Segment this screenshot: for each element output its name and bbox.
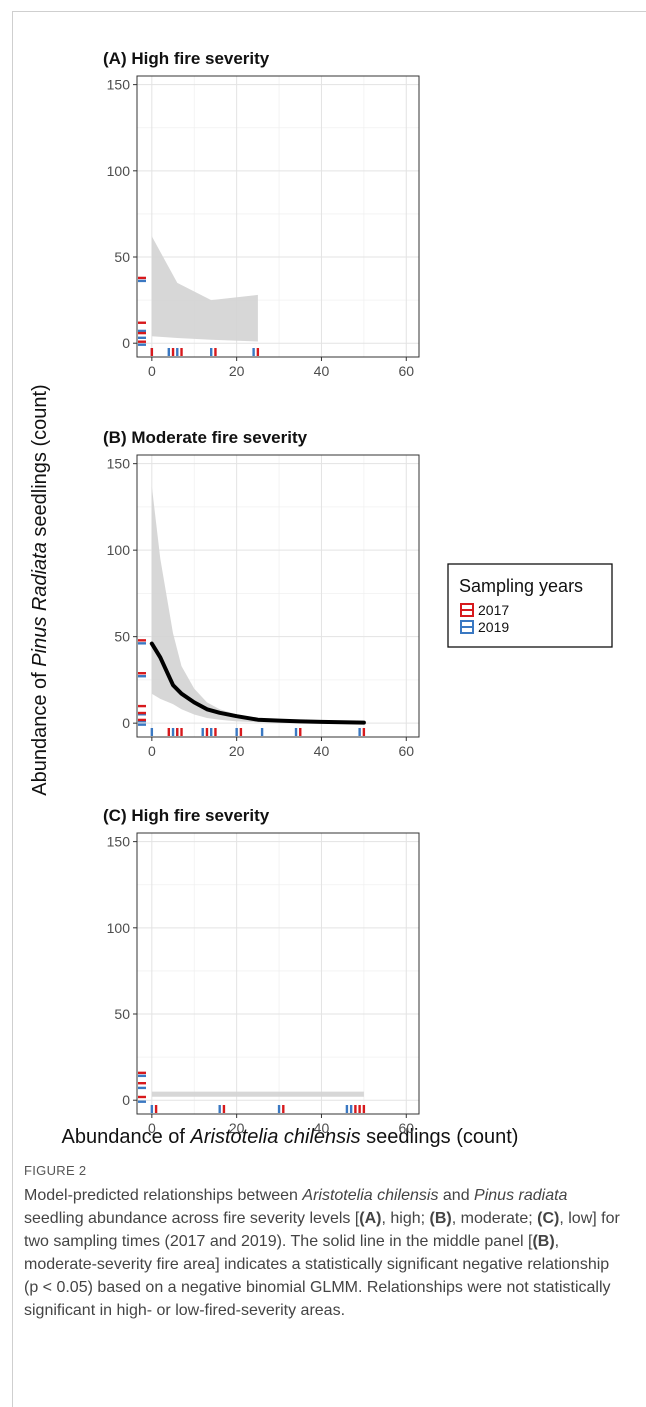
panel-b: (B) Moderate fire severity 0 50 100 150 0 20 40… — [103, 428, 420, 759]
caption-part: , moderate-severity fire area] indicates… — [24, 1233, 611, 1319]
caption-part: (C) — [537, 1210, 560, 1227]
plot-area — [137, 833, 419, 1114]
y-tick-label: 100 — [107, 920, 131, 936]
label-part: Abundance of — [62, 1126, 191, 1148]
y-tick-label: 150 — [107, 834, 131, 850]
caption-part: , low] for two sampling times (2017 and … — [24, 1210, 620, 1250]
legend-item-2019: 2019 — [460, 619, 509, 635]
label-part: Abundance of — [29, 667, 51, 796]
panel-title: (C) High fire severity — [103, 806, 270, 825]
x-tick-label: 60 — [398, 363, 414, 379]
x-tick-label: 20 — [229, 743, 245, 759]
x-tick-label: 40 — [314, 1120, 330, 1136]
y-tick-label: 0 — [122, 335, 130, 351]
panel-border — [136, 454, 420, 738]
y-tick-label: 100 — [107, 163, 131, 179]
legend-label: 2019 — [478, 619, 509, 635]
legend-item-2017: 2017 — [460, 602, 509, 618]
label-part: seedlings (count) — [361, 1126, 519, 1148]
y-tick-label: 150 — [107, 77, 131, 93]
confidence-band — [151, 486, 364, 724]
label-part: seedlings (count) — [29, 384, 51, 542]
caption-part: (A) — [359, 1210, 382, 1227]
y-tick-label: 100 — [107, 542, 131, 558]
x-axis-label: Abundance of Aristotelia chilensis seedl… — [62, 1126, 519, 1148]
x-tick-label: 0 — [148, 743, 156, 759]
y-axis-label: Abundance of Pinus Radiata seedlings (co… — [29, 384, 51, 795]
caption-text: Model-predicted relationships between Ar… — [24, 1184, 624, 1322]
caption-part: Pinus radiata — [474, 1187, 568, 1204]
confidence-band — [151, 1091, 364, 1097]
figure-caption: FIGURE 2 Model-predicted relationships b… — [24, 1163, 624, 1322]
x-tick-label: 20 — [229, 1120, 245, 1136]
legend-title: Sampling years — [459, 576, 583, 596]
panel-border — [136, 832, 420, 1115]
caption-part: , moderate; — [451, 1210, 538, 1227]
confidence-band — [151, 236, 258, 342]
frame-top-border — [12, 11, 646, 12]
y-tick-label: 150 — [107, 456, 131, 472]
panel-border — [136, 75, 420, 358]
caption-label: FIGURE 2 — [24, 1163, 87, 1178]
caption-part: (B) — [532, 1233, 555, 1250]
panel-a: (A) High fire severity 0 50 100 150 0 20 40 60 — [103, 49, 420, 379]
fit-line — [149, 641, 366, 725]
legend-label: 2017 — [478, 602, 509, 618]
x-tick-label: 60 — [398, 1120, 414, 1136]
x-tick-label: 60 — [398, 743, 414, 759]
x-tick-label: 20 — [229, 363, 245, 379]
caption-part: and — [438, 1187, 475, 1204]
y-tick-label: 50 — [114, 629, 130, 645]
y-tick-label: 0 — [122, 715, 130, 731]
legend-box — [447, 563, 613, 648]
figure-plot: Abundance of Pinus Radiata seedlings (co… — [29, 49, 613, 1148]
y-tick-label: 0 — [122, 1092, 130, 1108]
caption-part: Aristotelia chilensis — [302, 1187, 439, 1204]
x-tick-label: 0 — [148, 1120, 156, 1136]
caption-part: (B) — [429, 1210, 452, 1227]
panel-title: (B) Moderate fire severity — [103, 428, 308, 447]
panel-title: (A) High fire severity — [103, 49, 270, 68]
caption-part: , high; — [381, 1210, 430, 1227]
label-part: Pinus Radiata — [29, 542, 51, 667]
x-tick-label: 0 — [148, 363, 156, 379]
frame-left-border — [12, 11, 13, 1407]
label-part: Aristotelia chilensis — [190, 1126, 361, 1148]
panel-c: (C) High fire severity 0 50 100 150 0 20 40 60 — [103, 806, 420, 1136]
x-tick-label: 40 — [314, 363, 330, 379]
y-tick-label: 50 — [114, 1006, 130, 1022]
x-tick-label: 40 — [314, 743, 330, 759]
caption-part: seedling abundance across fire severity … — [24, 1210, 360, 1227]
y-tick-label: 50 — [114, 249, 130, 265]
caption-part: Model-predicted relationships between — [24, 1187, 303, 1204]
